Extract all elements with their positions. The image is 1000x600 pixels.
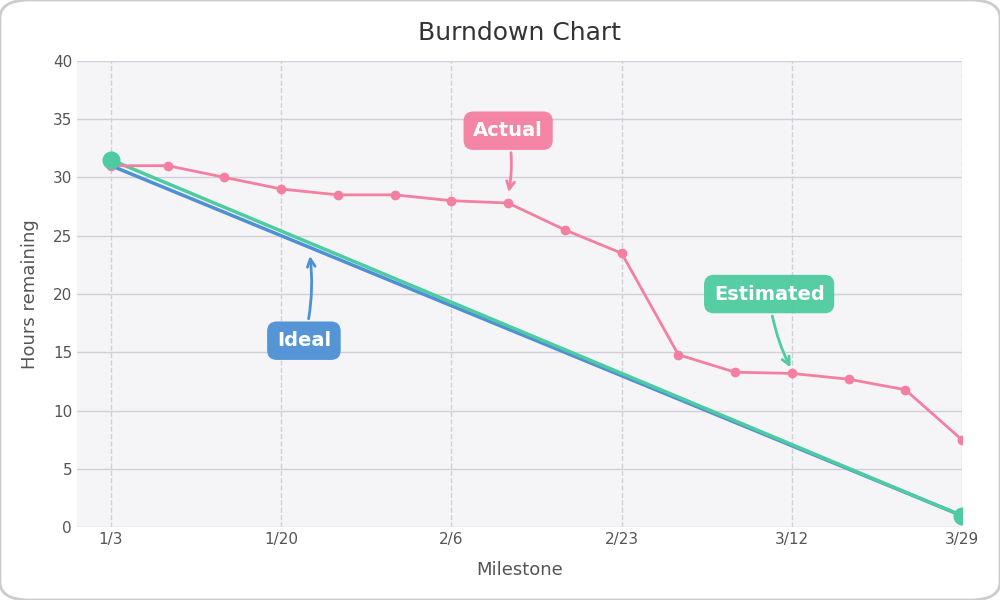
Y-axis label: Hours remaining: Hours remaining — [21, 219, 39, 369]
Text: Actual: Actual — [473, 121, 543, 189]
Title: Burndown Chart: Burndown Chart — [418, 21, 621, 45]
X-axis label: Milestone: Milestone — [476, 561, 563, 579]
Text: Estimated: Estimated — [714, 284, 825, 365]
Text: Ideal: Ideal — [277, 259, 331, 350]
